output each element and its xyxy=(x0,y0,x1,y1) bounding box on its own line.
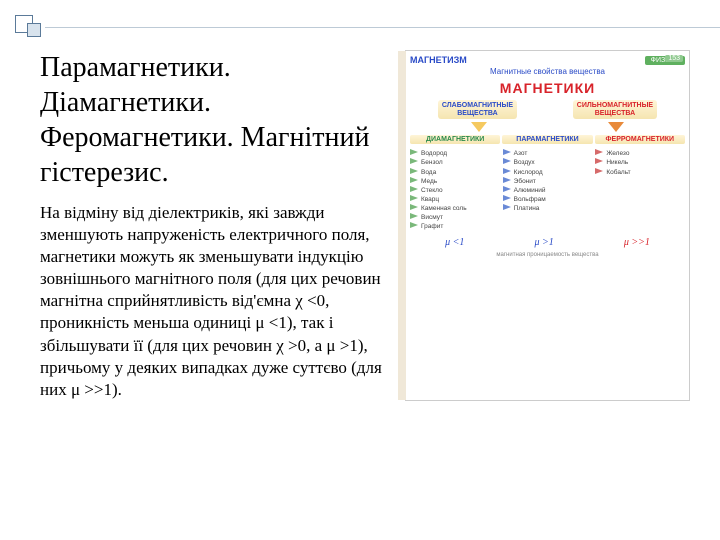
list-item-label: Кислород xyxy=(514,168,543,177)
footer-mu-value: μ >1 xyxy=(534,237,553,248)
diagram-footer: μ <1 μ >1 μ >>1 xyxy=(410,237,685,248)
body-paragraph: На відміну від діелектриків, які завжди … xyxy=(40,202,395,401)
list-item-label: Эбонит xyxy=(514,177,536,186)
list-item-label: Воздух xyxy=(514,158,535,167)
list-item: Каменная соль xyxy=(410,204,500,213)
list-item-label: Стекло xyxy=(421,186,443,195)
subgroup-label: ДИАМАГНЕТИКИ xyxy=(410,135,500,144)
diagram-column: АзотВоздухКислородЭбонитАлюминийВольфрам… xyxy=(503,149,593,231)
list-item-label: Азот xyxy=(514,149,528,158)
page-title: Парамагнетики. Діамагнетики. Феромагнети… xyxy=(40,50,395,190)
slide-decoration xyxy=(15,15,85,40)
marker-arrow-icon xyxy=(503,177,511,186)
marker-arrow-icon xyxy=(503,204,511,213)
list-item: Медь xyxy=(410,177,500,186)
marker-arrow-icon xyxy=(410,168,418,177)
marker-arrow-icon xyxy=(410,177,418,186)
list-item-label: Вода xyxy=(421,168,436,177)
diagram-header-left: МАГНЕТИЗМ xyxy=(410,55,467,65)
list-item-label: Вольфрам xyxy=(514,195,546,204)
marker-arrow-icon xyxy=(410,149,418,158)
list-item-label: Графит xyxy=(421,222,443,231)
list-item-label: Бензол xyxy=(421,158,443,167)
marker-arrow-icon xyxy=(410,195,418,204)
list-item-label: Каменная соль xyxy=(421,204,467,213)
group-box: СЛАБОМАГНИТНЫЕ ВЕЩЕСТВА xyxy=(438,100,517,119)
list-item: Эбонит xyxy=(503,177,593,186)
text-column: Парамагнетики. Діамагнетики. Феромагнети… xyxy=(40,50,395,401)
diagram-side-strip xyxy=(398,51,406,400)
diagram-columns: ВодородБензолВодаМедьСтеклоКварцКаменная… xyxy=(410,149,685,231)
list-item: Воздух xyxy=(503,158,593,167)
diagram-column: ВодородБензолВодаМедьСтеклоКварцКаменная… xyxy=(410,149,500,231)
list-item-label: Висмут xyxy=(421,213,443,222)
list-item: Кобальт xyxy=(595,168,685,177)
list-item: Стекло xyxy=(410,186,500,195)
marker-arrow-icon xyxy=(410,186,418,195)
diagram-group-arrows xyxy=(410,122,685,132)
arrow-down-icon xyxy=(471,122,487,132)
list-item-label: Кварц xyxy=(421,195,439,204)
list-item: Вода xyxy=(410,168,500,177)
marker-arrow-icon xyxy=(503,195,511,204)
marker-arrow-icon xyxy=(503,168,511,177)
list-item-label: Водород xyxy=(421,149,447,158)
marker-arrow-icon xyxy=(410,213,418,222)
diagram-subgroups: ДИАМАГНЕТИКИПАРАМАГНЕТИКИФЕРРОМАГНЕТИКИ xyxy=(410,135,685,144)
list-item: Железо xyxy=(595,149,685,158)
marker-arrow-icon xyxy=(595,149,603,158)
list-item-label: Медь xyxy=(421,177,437,186)
list-item-label: Железо xyxy=(606,149,629,158)
content-container: Парамагнетики. Діамагнетики. Феромагнети… xyxy=(0,0,720,421)
footer-mu-value: μ <1 xyxy=(445,237,464,248)
marker-arrow-icon xyxy=(595,168,603,177)
subgroup-label: ПАРАМАГНЕТИКИ xyxy=(502,135,592,144)
list-item-label: Никель xyxy=(606,158,628,167)
marker-arrow-icon xyxy=(410,204,418,213)
subgroup-label: ФЕРРОМАГНЕТИКИ xyxy=(595,135,685,144)
diagram-panel: 153 МАГНЕТИЗМ ФИЗИКА Магнитные свойства … xyxy=(405,50,690,401)
footer-mu-value: μ >>1 xyxy=(624,237,650,248)
marker-arrow-icon xyxy=(410,158,418,167)
marker-arrow-icon xyxy=(595,158,603,167)
list-item: Водород xyxy=(410,149,500,158)
list-item: Алюминий xyxy=(503,186,593,195)
list-item-label: Кобальт xyxy=(606,168,630,177)
list-item: Бензол xyxy=(410,158,500,167)
list-item: Никель xyxy=(595,158,685,167)
diagram-main-title: МАГНЕТИКИ xyxy=(410,80,685,96)
list-item: Кислород xyxy=(503,168,593,177)
diagram-footnote: магнитная проницаемость вещества xyxy=(410,252,685,258)
diagram-groups: СЛАБОМАГНИТНЫЕ ВЕЩЕСТВА СИЛЬНОМАГНИТНЫЕ В… xyxy=(410,100,685,119)
diagram-page-number: 153 xyxy=(665,55,683,62)
list-item: Графит xyxy=(410,222,500,231)
diagram-column: ЖелезоНикельКобальт xyxy=(595,149,685,231)
list-item: Висмут xyxy=(410,213,500,222)
list-item-label: Платина xyxy=(514,204,540,213)
list-item-label: Алюминий xyxy=(514,186,546,195)
marker-arrow-icon xyxy=(503,158,511,167)
list-item: Платина xyxy=(503,204,593,213)
list-item: Вольфрам xyxy=(503,195,593,204)
diagram-header: МАГНЕТИЗМ ФИЗИКА xyxy=(410,55,685,65)
list-item: Кварц xyxy=(410,195,500,204)
arrow-down-icon xyxy=(608,122,624,132)
diagram-subhead: Магнитные свойства вещества xyxy=(410,67,685,76)
marker-arrow-icon xyxy=(410,222,418,231)
list-item: Азот xyxy=(503,149,593,158)
marker-arrow-icon xyxy=(503,186,511,195)
marker-arrow-icon xyxy=(503,149,511,158)
group-box: СИЛЬНОМАГНИТНЫЕ ВЕЩЕСТВА xyxy=(573,100,657,119)
